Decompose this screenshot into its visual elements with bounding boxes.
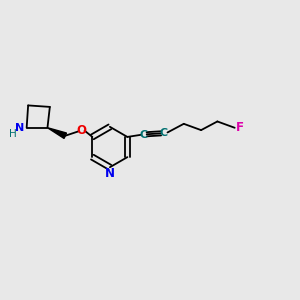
Text: C: C [140,130,148,140]
Polygon shape [47,128,67,138]
Text: C: C [160,128,168,138]
Text: N: N [105,167,115,180]
Text: O: O [76,124,87,137]
Text: F: F [236,121,243,134]
Text: H: H [9,129,17,139]
Text: N: N [16,123,25,133]
